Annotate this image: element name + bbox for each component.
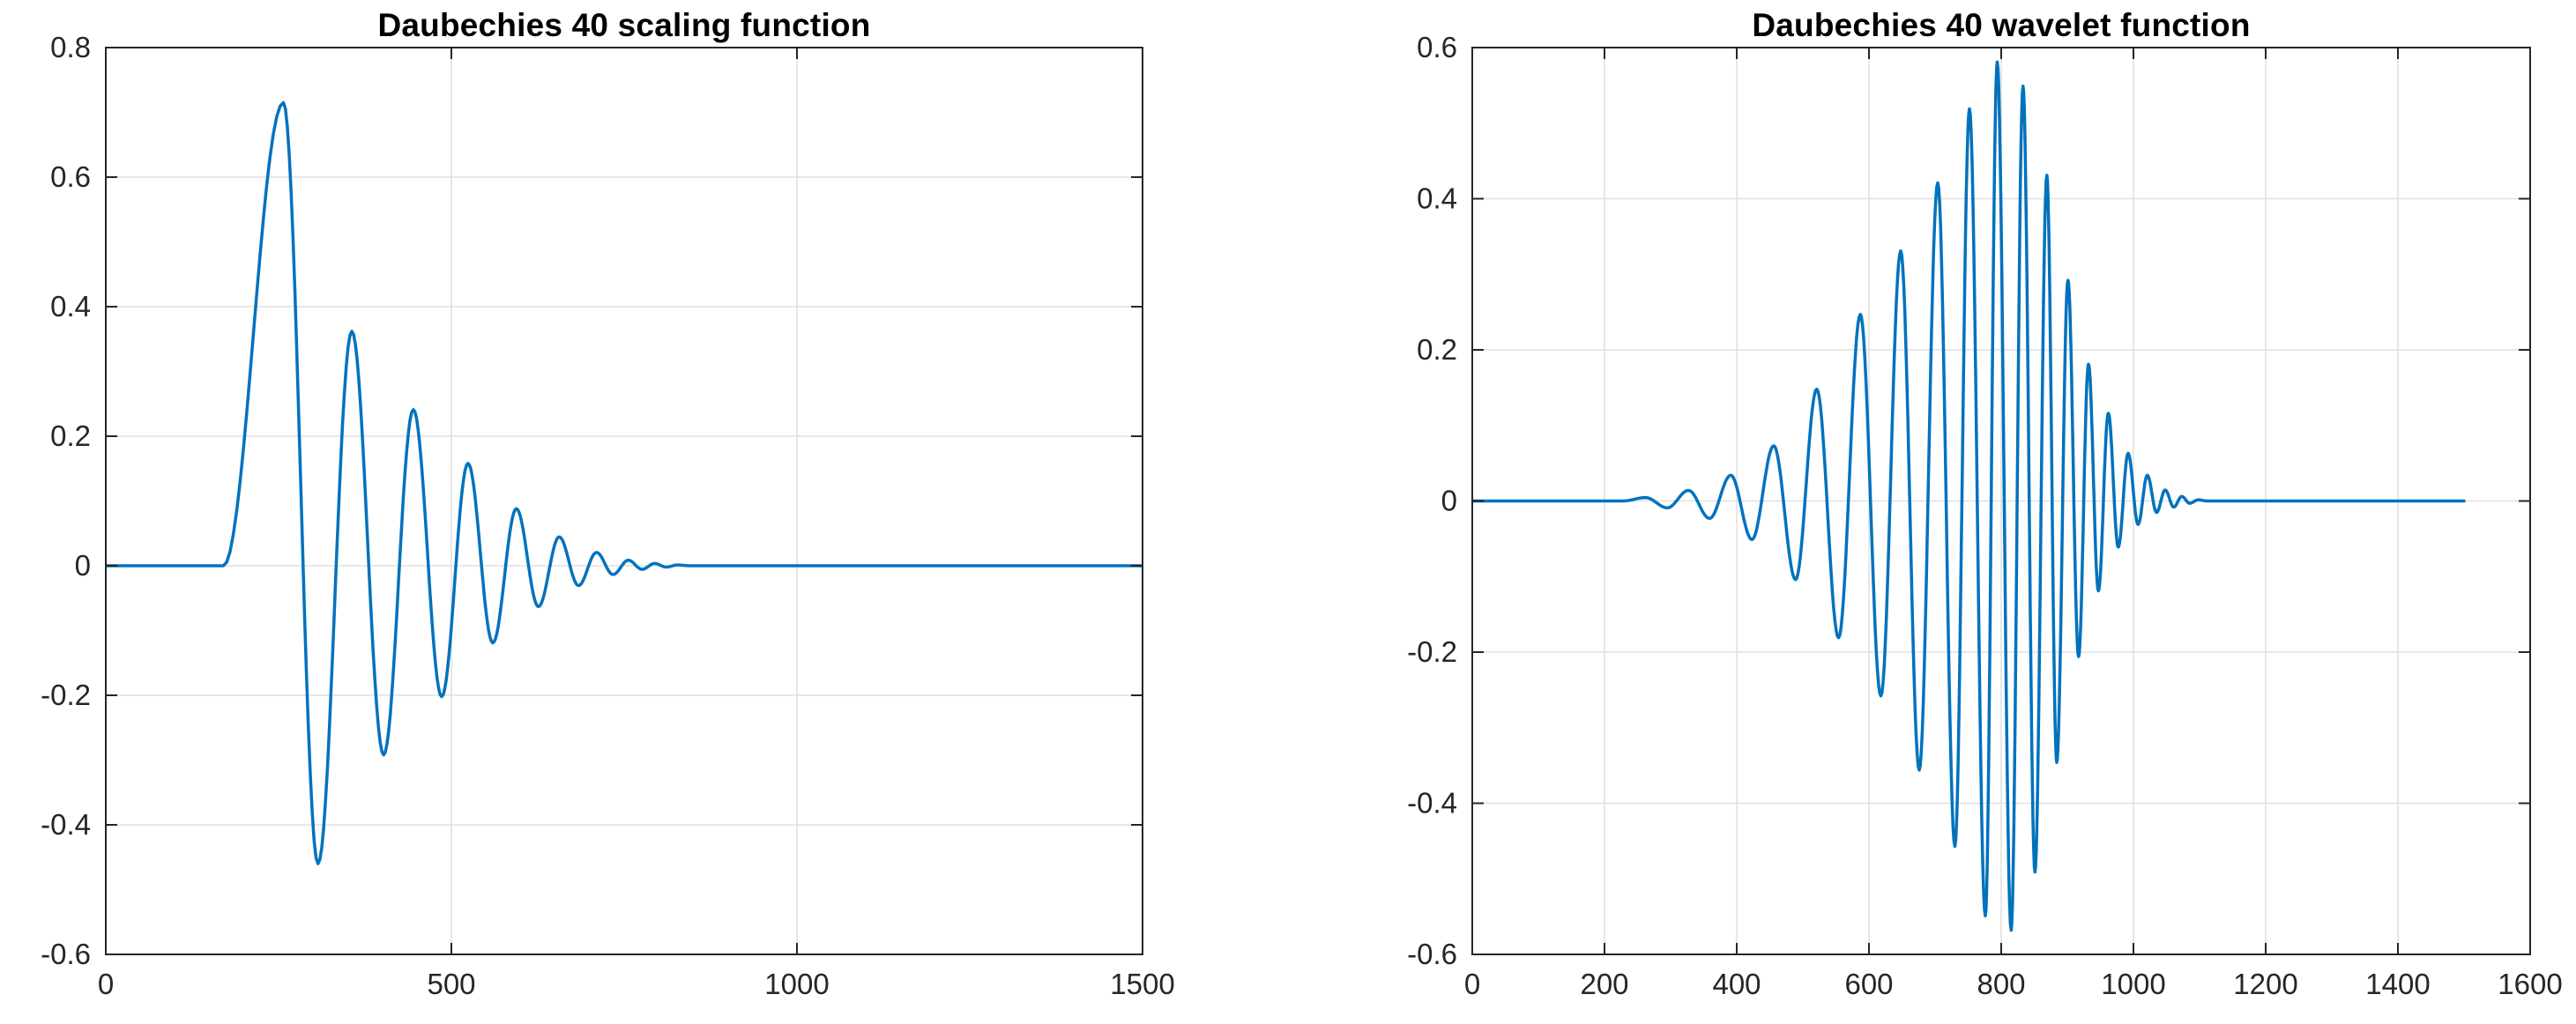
y-tick-label: -0.2 bbox=[1407, 635, 1457, 668]
tick-marks bbox=[105, 47, 1143, 955]
x-tick-label: 1500 bbox=[1110, 968, 1174, 1000]
axes-box bbox=[105, 47, 1143, 955]
wavelet-function-title: Daubechies 40 wavelet function bbox=[1752, 7, 2251, 43]
x-tick-label: 0 bbox=[98, 968, 114, 1000]
tick-labels: 0 500 1000 1500 0.8 0.6 0.4 0.2 0 -0.2 -0.4 -0.6 bbox=[41, 31, 1175, 1000]
x-tick-label: 1000 bbox=[764, 968, 829, 1000]
db40-wavelet-function-line bbox=[1472, 60, 2466, 932]
tick-labels: 0 200 400 600 800 1000 1200 1400 16000.60.40.20-… bbox=[1407, 31, 2563, 1000]
x-tick-label: 600 bbox=[1844, 968, 1893, 1000]
y-tick-label: 0.6 bbox=[50, 160, 91, 193]
x-tick-label: 1600 bbox=[2498, 968, 2562, 1000]
wavelet-function-axes: 0 200 400 600 800 1000 1200 1400 16000.60.40.20-… bbox=[1407, 31, 2563, 1000]
tick-marks bbox=[1471, 47, 2531, 955]
y-tick-label: 0.4 bbox=[50, 290, 91, 323]
y-tick-label: -0.4 bbox=[1407, 787, 1457, 820]
y-tick-label: 0.2 bbox=[1417, 333, 1457, 366]
y-tick-label: -0.2 bbox=[41, 679, 91, 711]
y-tick-label: 0.6 bbox=[1417, 31, 1457, 63]
y-tick-label: 0.8 bbox=[50, 31, 91, 63]
x-tick-label: 0 bbox=[1464, 968, 1480, 1000]
scaling-function-title: Daubechies 40 scaling function bbox=[377, 7, 871, 43]
y-tick-label: 0.2 bbox=[50, 419, 91, 452]
x-tick-label: 1000 bbox=[2101, 968, 2165, 1000]
y-tick-label: 0 bbox=[75, 549, 91, 582]
x-tick-label: 400 bbox=[1712, 968, 1761, 1000]
scaling-function-axes: 0 500 1000 1500 0.8 0.6 0.4 0.2 0 -0.2 -0.4 -0.6 bbox=[41, 31, 1175, 1000]
y-tick-label: -0.6 bbox=[1407, 938, 1457, 970]
x-tick-label: 1400 bbox=[2365, 968, 2430, 1000]
db40-scaling-function-line bbox=[106, 100, 1143, 865]
grid-lines bbox=[105, 47, 1143, 955]
x-tick-label: 800 bbox=[1977, 968, 2025, 1000]
y-tick-label: 0 bbox=[1441, 485, 1457, 517]
y-tick-label: -0.4 bbox=[41, 808, 91, 841]
x-tick-label: 1200 bbox=[2233, 968, 2297, 1000]
x-tick-label: 500 bbox=[427, 968, 475, 1000]
y-tick-label: -0.6 bbox=[41, 938, 91, 970]
y-tick-label: 0.4 bbox=[1417, 182, 1457, 215]
x-tick-label: 200 bbox=[1580, 968, 1628, 1000]
